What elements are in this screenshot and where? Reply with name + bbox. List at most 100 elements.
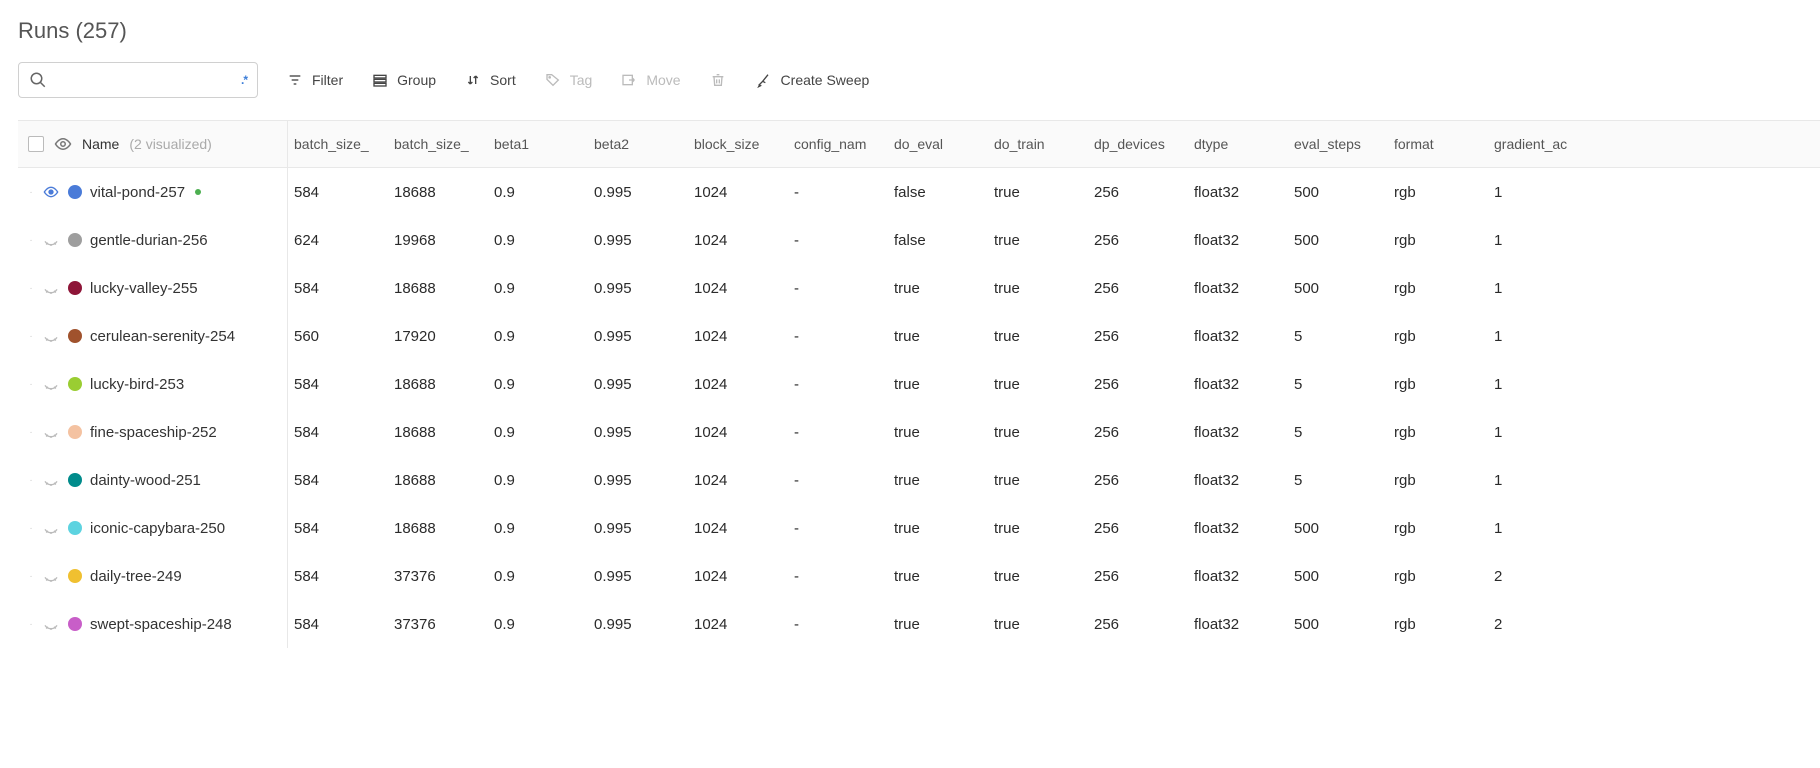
name-cell[interactable]: · vital-pond-257 (18, 168, 288, 216)
data-cell: true (888, 424, 988, 441)
table-header-row: Name (2 visualized) batch_size_batch_siz… (18, 120, 1820, 168)
table-row[interactable]: ·cerulean-serenity-254560179200.90.99510… (18, 312, 1820, 360)
drag-handle-icon[interactable]: · (28, 379, 34, 390)
column-header[interactable]: format (1388, 136, 1488, 152)
run-color-dot (68, 377, 82, 391)
drag-handle-icon[interactable]: · (28, 571, 34, 582)
filter-button[interactable]: Filter (286, 71, 343, 89)
run-name-label[interactable]: swept-spaceship-248 (90, 616, 232, 633)
data-cell: true (988, 520, 1088, 537)
run-color-dot (68, 425, 82, 439)
name-cell[interactable]: · lucky-bird-253 (18, 360, 288, 408)
drag-handle-icon[interactable]: · (28, 619, 34, 630)
drag-handle-icon[interactable]: · (28, 475, 34, 486)
data-cell: - (788, 616, 888, 633)
column-header[interactable]: beta1 (488, 136, 588, 152)
regex-icon[interactable]: .* (241, 73, 247, 87)
name-cell[interactable]: · fine-spaceship-252 (18, 408, 288, 456)
data-cell: 0.9 (488, 424, 588, 441)
name-cell[interactable]: · cerulean-serenity-254 (18, 312, 288, 360)
data-cell: 1 (1488, 184, 1588, 201)
visibility-header-icon[interactable] (54, 135, 72, 153)
sort-button[interactable]: Sort (464, 71, 516, 89)
name-cell[interactable]: · lucky-valley-255 (18, 264, 288, 312)
column-header[interactable]: dtype (1188, 136, 1288, 152)
search-input[interactable] (53, 72, 241, 88)
run-name-label[interactable]: fine-spaceship-252 (90, 424, 217, 441)
run-name-label[interactable]: dainty-wood-251 (90, 472, 201, 489)
table-row[interactable]: ·lucky-bird-253584186880.90.9951024-true… (18, 360, 1820, 408)
data-cell: 1 (1488, 232, 1588, 249)
table-row[interactable]: ·vital-pond-257584186880.90.9951024-fals… (18, 168, 1820, 216)
data-cell: 1 (1488, 472, 1588, 489)
drag-handle-icon[interactable]: · (28, 427, 34, 438)
name-cell[interactable]: · dainty-wood-251 (18, 456, 288, 504)
table-row[interactable]: ·gentle-durian-256624199680.90.9951024-f… (18, 216, 1820, 264)
search-box[interactable]: .* (18, 62, 258, 98)
drag-handle-icon[interactable]: · (28, 283, 34, 294)
drag-handle-icon[interactable]: · (28, 187, 34, 198)
data-cell: 5 (1288, 424, 1388, 441)
data-cell: rgb (1388, 376, 1488, 393)
select-all-checkbox[interactable] (28, 136, 44, 152)
table-row[interactable]: ·fine-spaceship-252584186880.90.9951024-… (18, 408, 1820, 456)
column-header[interactable]: batch_size_ (288, 136, 388, 152)
table-row[interactable]: ·swept-spaceship-248584373760.90.9951024… (18, 600, 1820, 648)
name-column-header[interactable]: Name (2 visualized) (18, 121, 288, 167)
eye-closed-icon[interactable] (42, 424, 60, 440)
data-cell: 256 (1088, 616, 1188, 633)
column-header[interactable]: batch_size_ (388, 136, 488, 152)
run-name-label[interactable]: vital-pond-257 (90, 184, 185, 201)
column-header[interactable]: config_nam (788, 136, 888, 152)
data-cell: 0.9 (488, 184, 588, 201)
data-cell: float32 (1188, 280, 1288, 297)
column-header[interactable]: eval_steps (1288, 136, 1388, 152)
column-header[interactable]: do_eval (888, 136, 988, 152)
tag-label: Tag (570, 72, 593, 88)
eye-closed-icon[interactable] (42, 376, 60, 392)
column-header[interactable]: gradient_ac (1488, 136, 1588, 152)
name-cell[interactable]: · daily-tree-249 (18, 552, 288, 600)
run-color-dot (68, 617, 82, 631)
data-cell: 2 (1488, 568, 1588, 585)
eye-closed-icon[interactable] (42, 280, 60, 296)
table-row[interactable]: ·daily-tree-249584373760.90.9951024-true… (18, 552, 1820, 600)
data-cell: - (788, 328, 888, 345)
name-header-sub: (2 visualized) (129, 136, 211, 152)
eye-open-icon[interactable] (42, 184, 60, 200)
create-sweep-button[interactable]: Create Sweep (755, 71, 870, 89)
run-name-label[interactable]: iconic-capybara-250 (90, 520, 225, 537)
data-cell: float32 (1188, 616, 1288, 633)
table-row[interactable]: ·dainty-wood-251584186880.90.9951024-tru… (18, 456, 1820, 504)
table-row[interactable]: ·iconic-capybara-250584186880.90.9951024… (18, 504, 1820, 552)
group-button[interactable]: Group (371, 71, 436, 89)
data-cell: 1024 (688, 568, 788, 585)
data-cell: - (788, 472, 888, 489)
data-cell: 500 (1288, 184, 1388, 201)
name-cell[interactable]: · iconic-capybara-250 (18, 504, 288, 552)
eye-closed-icon[interactable] (42, 568, 60, 584)
eye-closed-icon[interactable] (42, 232, 60, 248)
run-name-label[interactable]: lucky-valley-255 (90, 280, 198, 297)
run-name-label[interactable]: lucky-bird-253 (90, 376, 184, 393)
column-header[interactable]: do_train (988, 136, 1088, 152)
run-color-dot (68, 281, 82, 295)
column-header[interactable]: beta2 (588, 136, 688, 152)
drag-handle-icon[interactable]: · (28, 331, 34, 342)
run-name-label[interactable]: daily-tree-249 (90, 568, 182, 585)
column-header[interactable]: block_size (688, 136, 788, 152)
data-cell: 18688 (388, 280, 488, 297)
eye-closed-icon[interactable] (42, 616, 60, 632)
run-name-label[interactable]: gentle-durian-256 (90, 232, 208, 249)
name-cell[interactable]: · gentle-durian-256 (18, 216, 288, 264)
filter-icon (286, 71, 304, 89)
eye-closed-icon[interactable] (42, 520, 60, 536)
drag-handle-icon[interactable]: · (28, 523, 34, 534)
eye-closed-icon[interactable] (42, 472, 60, 488)
table-row[interactable]: ·lucky-valley-255584186880.90.9951024-tr… (18, 264, 1820, 312)
column-header[interactable]: dp_devices (1088, 136, 1188, 152)
drag-handle-icon[interactable]: · (28, 235, 34, 246)
run-name-label[interactable]: cerulean-serenity-254 (90, 328, 235, 345)
eye-closed-icon[interactable] (42, 328, 60, 344)
name-cell[interactable]: · swept-spaceship-248 (18, 600, 288, 648)
